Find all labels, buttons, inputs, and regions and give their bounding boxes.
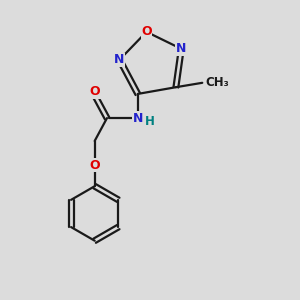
Text: N: N [133, 112, 143, 124]
Text: CH₃: CH₃ [206, 76, 230, 89]
Text: O: O [89, 159, 100, 172]
Text: O: O [141, 25, 152, 38]
Text: O: O [89, 85, 100, 98]
Text: N: N [176, 42, 187, 55]
Text: H: H [145, 115, 155, 128]
Text: N: N [114, 53, 125, 66]
